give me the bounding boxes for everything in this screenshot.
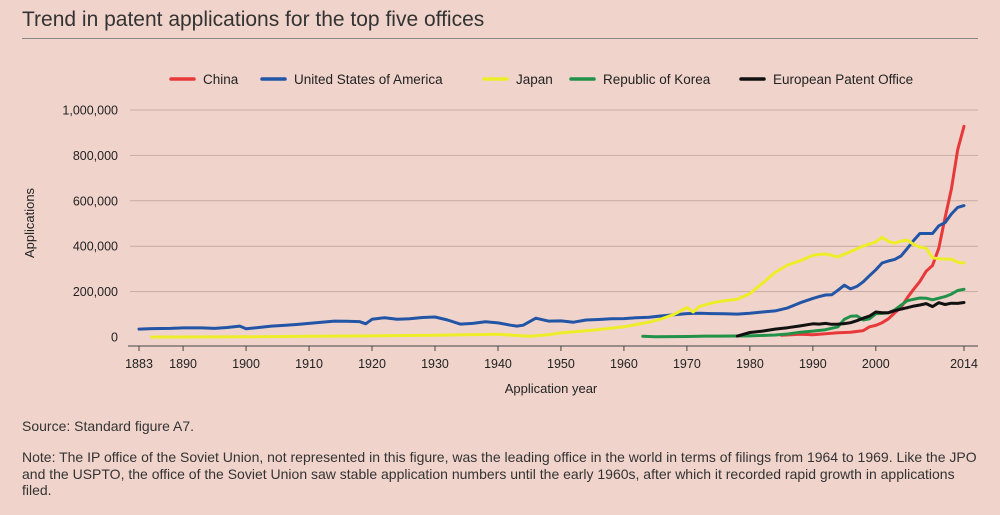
x-tick-label: 1900 xyxy=(232,357,260,371)
x-tick-label: 1950 xyxy=(547,357,575,371)
note-text: Note: The IP office of the Soviet Union,… xyxy=(22,449,977,498)
x-tick-label: 1920 xyxy=(358,357,386,371)
legend-label: United States of America xyxy=(294,72,443,87)
y-tick-label: 0 xyxy=(111,331,118,345)
series-line-china xyxy=(779,124,966,337)
patent-line-chart: 0 200,000 400,000 600,000 800,000 1,000,000 18… xyxy=(22,72,978,396)
legend-label: Japan xyxy=(516,72,553,87)
legend-label: Republic of Korea xyxy=(603,72,711,87)
y-tick-label: 600,000 xyxy=(73,194,118,208)
x-tick-label: 1990 xyxy=(799,357,827,371)
series-line-european-patent-office xyxy=(735,301,966,338)
series-line-japan xyxy=(150,235,966,339)
series-line-republic-of-korea xyxy=(641,287,966,339)
y-tick-label: 800,000 xyxy=(73,149,118,163)
y-tick-label: 1,000,000 xyxy=(62,104,118,118)
x-tick-label: 1960 xyxy=(610,357,638,371)
x-tick-label: 1980 xyxy=(736,357,764,371)
x-tick-label: 1883 xyxy=(125,357,153,371)
y-tick-label: 200,000 xyxy=(73,285,118,299)
x-tick-label: 2014 xyxy=(950,357,978,371)
title-divider xyxy=(22,38,978,39)
x-axis-title: Application year xyxy=(505,381,598,396)
x-tick-label: 1940 xyxy=(484,357,512,371)
x-tick-label: 1930 xyxy=(421,357,449,371)
legend-label: European Patent Office xyxy=(773,72,913,87)
y-tick-label: 400,000 xyxy=(73,240,118,254)
x-tick-label: 1910 xyxy=(295,357,323,371)
x-tick-label: 1970 xyxy=(673,357,701,371)
legend-label: China xyxy=(203,72,239,87)
source-text: Source: Standard figure A7. xyxy=(22,418,194,434)
x-tick-label: 2000 xyxy=(862,357,890,371)
x-tick-label: 1890 xyxy=(169,357,197,371)
series-line-united-states-of-america xyxy=(137,204,966,331)
y-axis-title: Applications xyxy=(22,187,37,258)
chart-title: Trend in patent applications for the top… xyxy=(22,8,485,31)
